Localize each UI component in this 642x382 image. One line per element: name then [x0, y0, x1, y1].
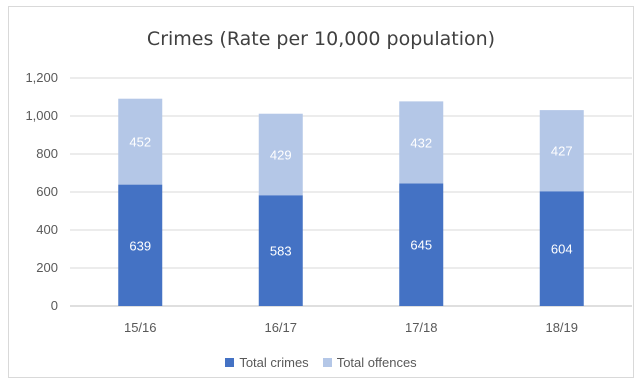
y-tick-label: 200	[36, 260, 58, 275]
y-tick-label: 0	[51, 298, 58, 313]
data-label: 452	[129, 135, 151, 150]
data-label: 604	[551, 242, 573, 257]
legend-label-total-offences: Total offences	[336, 355, 417, 370]
bar-total-offences	[539, 110, 584, 192]
data-label: 583	[270, 244, 292, 259]
chart-legend: Total crimes Total offences	[0, 355, 642, 370]
x-tick-label: 18/19	[545, 320, 578, 335]
y-tick-label: 1,000	[25, 108, 58, 123]
bar-total-offences	[258, 113, 303, 196]
y-tick-label: 800	[36, 146, 58, 161]
legend-item-total-crimes: Total crimes	[225, 355, 309, 370]
bar-total-offences	[118, 98, 163, 185]
bar-total-crimes	[539, 191, 584, 306]
bar-total-crimes	[258, 195, 303, 306]
data-label: 432	[410, 135, 432, 150]
x-tick-label: 17/18	[405, 320, 438, 335]
data-label: 639	[129, 238, 151, 253]
data-label: 645	[410, 238, 432, 253]
bar-total-offences	[399, 101, 444, 184]
legend-item-total-offences: Total offences	[322, 355, 417, 370]
legend-label-total-crimes: Total crimes	[239, 355, 309, 370]
bar-total-crimes	[399, 183, 444, 306]
bar-total-crimes	[118, 184, 163, 306]
data-label: 427	[551, 144, 573, 159]
y-tick-label: 1,200	[25, 70, 58, 85]
y-tick-label: 600	[36, 184, 58, 199]
x-tick-label: 15/16	[124, 320, 157, 335]
data-label: 429	[270, 147, 292, 162]
legend-swatch-total-crimes	[225, 358, 235, 367]
legend-swatch-total-offences	[322, 358, 332, 367]
y-tick-label: 400	[36, 222, 58, 237]
x-tick-label: 16/17	[264, 320, 297, 335]
chart-title: Crimes (Rate per 10,000 population)	[146, 28, 496, 50]
